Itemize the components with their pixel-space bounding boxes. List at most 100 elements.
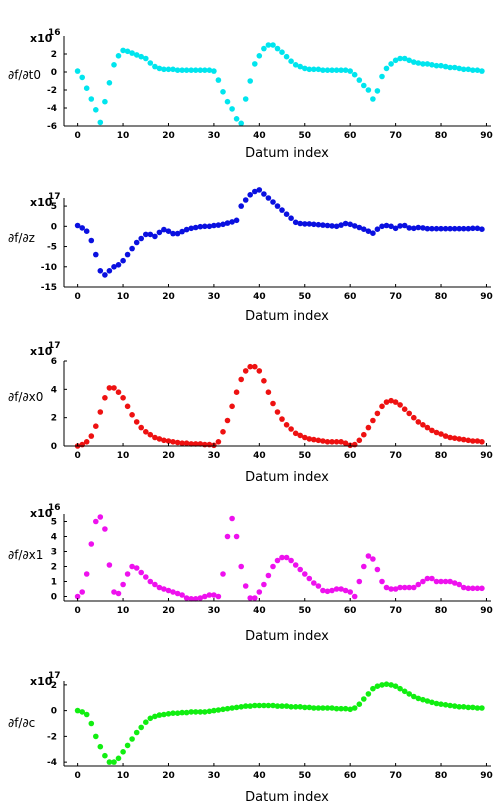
data-point: [383, 399, 390, 405]
data-point: [365, 228, 372, 234]
data-point: [120, 581, 126, 588]
data-point: [242, 368, 249, 374]
data-point: [174, 230, 181, 237]
data-point: [247, 595, 253, 601]
data-point: [270, 400, 276, 407]
data-point: [83, 228, 90, 234]
x-tick-label: 0: [74, 131, 80, 141]
data-point: [192, 67, 199, 73]
scale-exponent-dz: 17: [48, 192, 61, 202]
data-point: [188, 441, 194, 447]
data-point: [220, 221, 226, 228]
data-point: [161, 586, 167, 592]
data-point: [451, 580, 458, 586]
data-point: [152, 233, 158, 240]
data-point: [424, 424, 431, 431]
data-point: [93, 107, 99, 113]
data-point: [229, 219, 235, 225]
data-point: [120, 257, 126, 264]
x-tick-label: 10: [117, 131, 130, 141]
data-point: [315, 705, 322, 711]
data-point: [129, 736, 135, 742]
data-point: [83, 571, 90, 577]
data-point: [397, 55, 403, 62]
xlabel-dc: Datum index: [245, 790, 329, 805]
scale-base-dx0: x10: [30, 345, 53, 358]
data-point: [161, 437, 167, 444]
data-point: [460, 584, 467, 591]
data-point: [333, 586, 340, 592]
data-point: [252, 702, 258, 709]
data-point: [102, 526, 108, 532]
x-tick-label: 90: [480, 606, 493, 616]
chart-dt0: x10 16 ∂f/∂t0 Datum index 0 10 20 30 40 50 60 7…: [8, 28, 493, 161]
data-point: [320, 705, 326, 711]
data-point: [274, 557, 281, 564]
data-point: [83, 85, 90, 91]
data-point: [338, 222, 344, 228]
data-point: [265, 702, 272, 709]
x-tick-label: 70: [389, 606, 402, 616]
data-point: [311, 436, 317, 443]
data-point: [292, 430, 299, 437]
data-point: [97, 743, 104, 750]
data-point: [338, 439, 344, 445]
data-point: [265, 389, 272, 396]
data-point: [124, 742, 131, 749]
data-point: [351, 705, 358, 711]
data-point: [365, 424, 372, 431]
data-point: [161, 226, 167, 233]
data-point: [165, 587, 172, 594]
x-tick-label: 40: [253, 771, 266, 781]
data-point: [111, 589, 117, 595]
data-point: [438, 62, 444, 69]
data-point: [470, 438, 476, 444]
data-point: [115, 53, 122, 59]
data-point: [143, 231, 149, 238]
data-point: [401, 406, 408, 413]
x-tick-label: 0: [74, 292, 80, 302]
data-point: [279, 207, 285, 213]
axes-dt0: 0 10 20 30 40 50 60 70 80 90 -6 -4 -2 0 2: [47, 36, 493, 141]
y-tick-label: -10: [41, 263, 57, 273]
x-tick-label: 30: [208, 292, 221, 302]
data-point: [329, 67, 335, 73]
data-point: [279, 554, 285, 561]
data-point: [265, 572, 272, 579]
data-point: [297, 63, 304, 70]
data-point: [265, 42, 272, 48]
data-point: [256, 53, 263, 59]
data-point: [474, 438, 481, 444]
y-tick-label: -15: [41, 283, 57, 293]
data-point: [474, 225, 481, 232]
data-point: [102, 395, 108, 401]
data-point: [147, 431, 154, 438]
data-point: [406, 691, 413, 697]
chart-dc: x10 17 ∂f/∂c Datum index 0 10 20 30 40 50 60 70…: [8, 671, 493, 805]
data-point: [238, 376, 244, 383]
data-point: [88, 96, 95, 102]
data-point: [138, 235, 144, 242]
points-dc: [74, 681, 485, 765]
x-tick-label: 70: [389, 131, 402, 141]
data-point: [242, 703, 249, 709]
data-point: [302, 571, 308, 577]
y-tick-label: 0: [51, 68, 57, 78]
data-point: [161, 66, 167, 73]
data-point: [302, 221, 308, 227]
data-point: [456, 65, 463, 72]
chart-dx0: x10 17 ∂f/∂x0 Datum index 0 10 20 30 40 50 60 7…: [8, 341, 493, 485]
data-point: [197, 223, 204, 230]
data-point: [315, 221, 322, 228]
data-point: [424, 575, 431, 582]
data-point: [179, 67, 185, 73]
y-tick-label: -4: [47, 104, 57, 114]
x-tick-label: 90: [480, 131, 493, 141]
data-point: [74, 222, 81, 229]
points-dx1: [74, 514, 485, 602]
data-point: [197, 441, 204, 447]
x-tick-label: 30: [208, 771, 221, 781]
data-point: [188, 225, 194, 232]
data-point: [261, 45, 267, 52]
